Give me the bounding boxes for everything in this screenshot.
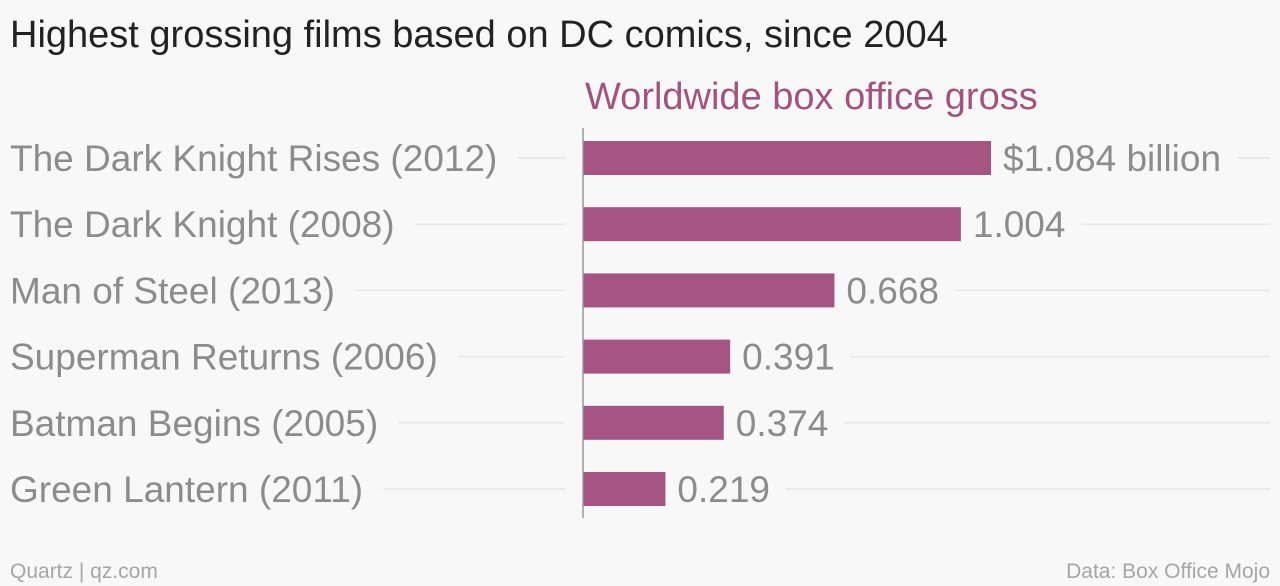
source-credit: Quartz | qz.com — [10, 560, 158, 583]
series-label: Worldwide box office gross — [585, 76, 1038, 118]
category-label: Green Lantern (2011) — [10, 469, 363, 510]
category-label: Batman Begins (2005) — [10, 403, 378, 444]
bar — [583, 405, 724, 440]
bar — [583, 141, 991, 175]
bar — [583, 273, 835, 308]
bar — [583, 339, 731, 374]
value-label: 1.004 — [973, 204, 1066, 245]
bar — [583, 472, 666, 506]
value-label: 0.668 — [846, 270, 939, 311]
bar — [583, 207, 961, 242]
category-label: Superman Returns (2006) — [10, 337, 438, 378]
value-label: 0.219 — [677, 469, 770, 510]
value-label: 0.374 — [736, 403, 829, 444]
value-label: 0.391 — [742, 337, 835, 378]
value-label: $1.084 billion — [1003, 138, 1221, 179]
category-label: The Dark Knight (2008) — [10, 204, 395, 245]
category-label: Man of Steel (2013) — [10, 270, 335, 311]
data-source: Data: Box Office Mojo — [1066, 560, 1270, 583]
chart-title: Highest grossing films based on DC comic… — [10, 14, 948, 56]
category-label: The Dark Knight Rises (2012) — [10, 138, 497, 179]
